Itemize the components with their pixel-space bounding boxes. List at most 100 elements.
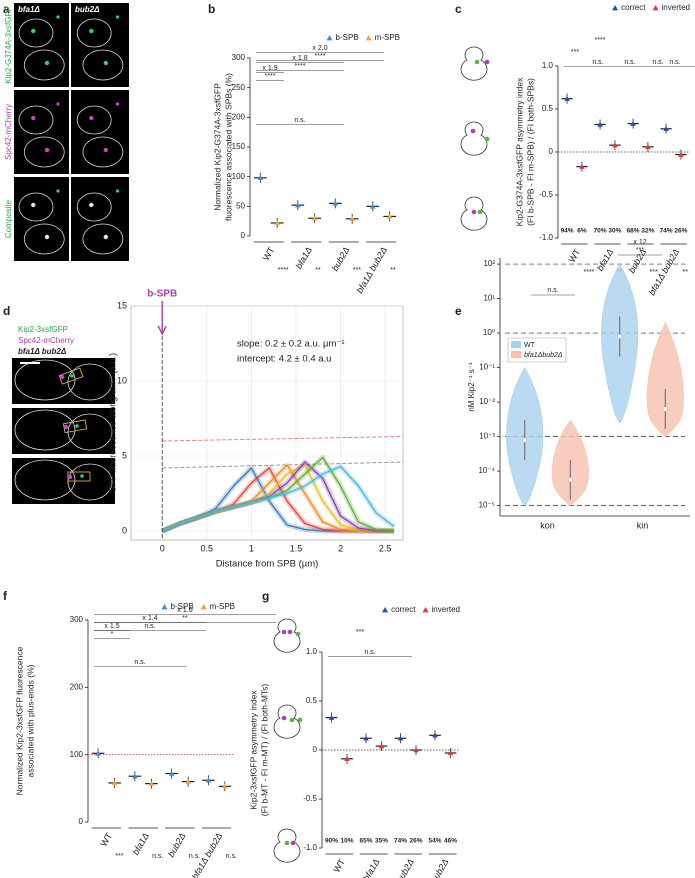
y-tick-label: 1.0 [542,61,554,70]
image-label: Kip2-3xsfGFP [18,325,68,334]
annotation: n.s. [624,59,635,66]
legend-marker [200,604,207,610]
spot [115,102,119,106]
share-label: 26% [674,228,687,235]
x-tick-label: bfa1Δ [130,831,150,856]
y-tick-label: 150 [232,142,246,151]
cell-outline [23,136,65,168]
spot [67,474,73,480]
y-tick-label: 0 [122,525,127,535]
y-axis-label: Kip2-3xsfGFP asymmetry index [248,690,258,810]
significance: ** [315,267,321,274]
x-axis-label: Distance from SPB (µm) [216,559,319,570]
annotation: x 1.5 [104,623,119,630]
share-label: 70% [594,228,607,235]
mean-marker [222,783,228,789]
y-tick-label: 100 [70,750,84,759]
y-tick-label: 10⁻¹ [479,363,495,372]
spot [80,474,84,478]
image-label: bfa1Δ bub2Δ [18,347,67,356]
spot [70,374,74,378]
x-tick-label: 0.5 [201,543,214,553]
spb-dot [471,209,477,215]
legend-marker [365,35,372,41]
micrographs-d [12,358,115,504]
y-axis-label: Normalized Kip2-3xsfGFP fluorescence [14,646,24,795]
annotation: * [111,631,114,638]
panel-label: c [455,2,462,16]
y-tick-label: 15 [117,300,127,310]
annotation: intercept: 4.2 ± 0.4 a.u [237,354,331,365]
cell-outline [14,359,76,401]
channel-label: Composite [4,199,13,238]
x-tick-label: bfa1Δ [361,857,381,878]
spb-dot [484,59,490,65]
legend-swatch [511,341,521,348]
annotation: n.s. [547,287,558,294]
annotation: x 1.4 [142,615,157,622]
mean-marker [328,714,335,720]
share-label: 94% [561,228,574,235]
cell-outline [18,105,54,135]
fit-line [162,461,404,469]
mean-marker [344,756,350,762]
median-dot [567,477,573,483]
mean-marker [678,151,684,157]
legend-marker [382,607,389,613]
median-dot [617,333,623,339]
spot [75,424,79,428]
legend-swatch [511,351,521,358]
spot [89,115,94,121]
y-tick-label: 0 [313,745,318,754]
share-label: 10% [341,838,354,845]
cell-icon [460,121,488,156]
y-tick-label: 250 [232,83,246,92]
y-axis-label: associated with plus-ends (%) [25,664,35,777]
marker-arrow [157,301,167,336]
x-tick-label: bfa1Δ [294,245,314,270]
spot [103,147,109,153]
y-tick-label: -1.0 [539,233,553,242]
mean-marker [432,732,438,738]
spot [56,189,60,193]
spb-dot [281,629,287,635]
annotation: **** [295,63,306,70]
spb-dot [281,715,287,721]
x-tick-label: bub2Δ [394,857,416,878]
cell-icon [273,828,301,863]
series-line [161,465,395,532]
cell-icon [273,618,301,653]
spot [44,60,50,66]
spot [56,15,60,19]
share-label: 32% [641,228,654,235]
panel-label: f [3,589,8,603]
significance: *** [115,853,123,860]
legend-label: correct [621,3,646,12]
x-tick-label: bfa1Δ [595,247,615,272]
spb-dot [289,717,295,723]
mean-marker [274,220,280,226]
violin-body [646,322,684,437]
spb-dot [477,209,483,215]
legend-label: m-SPB [210,602,235,611]
y-tick-label: 100 [232,172,246,181]
y-axis-label: Normalized Kip2-G374A-3xsfGFP [212,83,222,211]
y-tick-label: 10² [483,259,495,268]
y-axis-label: GFP fluorescence along aMT (a.u.) [107,353,117,493]
y-tick-label: 0 [241,231,246,240]
annotation: x 2.0 [312,45,327,52]
significance: *** [353,267,361,274]
spot [44,234,50,240]
x-tick-label: WT [331,857,347,875]
cell-outline [23,49,65,81]
legend-marker [326,35,333,41]
mean-marker [148,780,155,786]
y-axis-label: Kip2-G374A-3xsfGFP asymmetry index [514,77,524,226]
legend-label: bfa1Δbub2Δ [524,352,563,359]
annotation: *** [636,247,644,254]
mean-marker [397,735,404,741]
panel-label: b [208,2,215,16]
cell-outline [18,18,54,48]
annotation: n.s. [652,59,663,66]
